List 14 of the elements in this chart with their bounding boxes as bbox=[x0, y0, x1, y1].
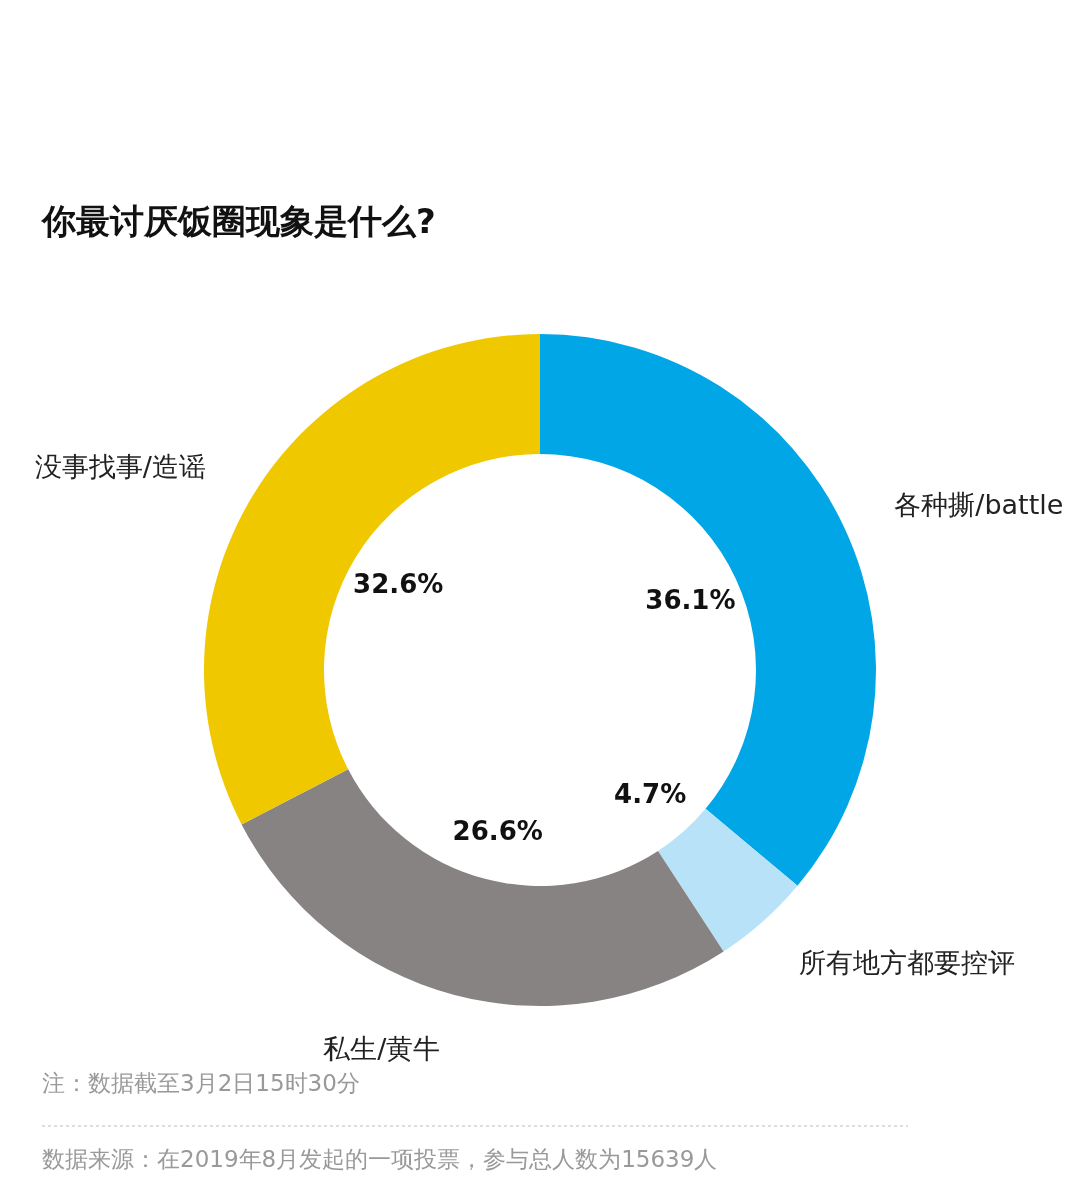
data-label: 36.1% bbox=[645, 584, 736, 615]
slice-label: 所有地方都要控评 bbox=[799, 946, 1016, 978]
slice-label: 各种撕/battle bbox=[894, 489, 1064, 521]
data-label: 4.7% bbox=[614, 779, 687, 810]
slice-label: 私生/黄牛 bbox=[323, 1032, 441, 1064]
donut-slice bbox=[658, 808, 798, 952]
source-note: 数据来源：在2019年8月发起的一项投票，参与总人数为15639人 bbox=[42, 1146, 718, 1172]
text: 注：数据截至3月2日15时30分 bbox=[42, 1070, 360, 1096]
donut-slice bbox=[241, 769, 724, 1006]
donut-slice bbox=[540, 334, 876, 886]
chart-title: 你最讨厌饭圈现象是什么? bbox=[40, 201, 436, 241]
data-label: 26.6% bbox=[452, 815, 543, 846]
slice-label: 没事找事/造谣 bbox=[34, 451, 206, 483]
data-label: 32.6% bbox=[353, 568, 444, 599]
